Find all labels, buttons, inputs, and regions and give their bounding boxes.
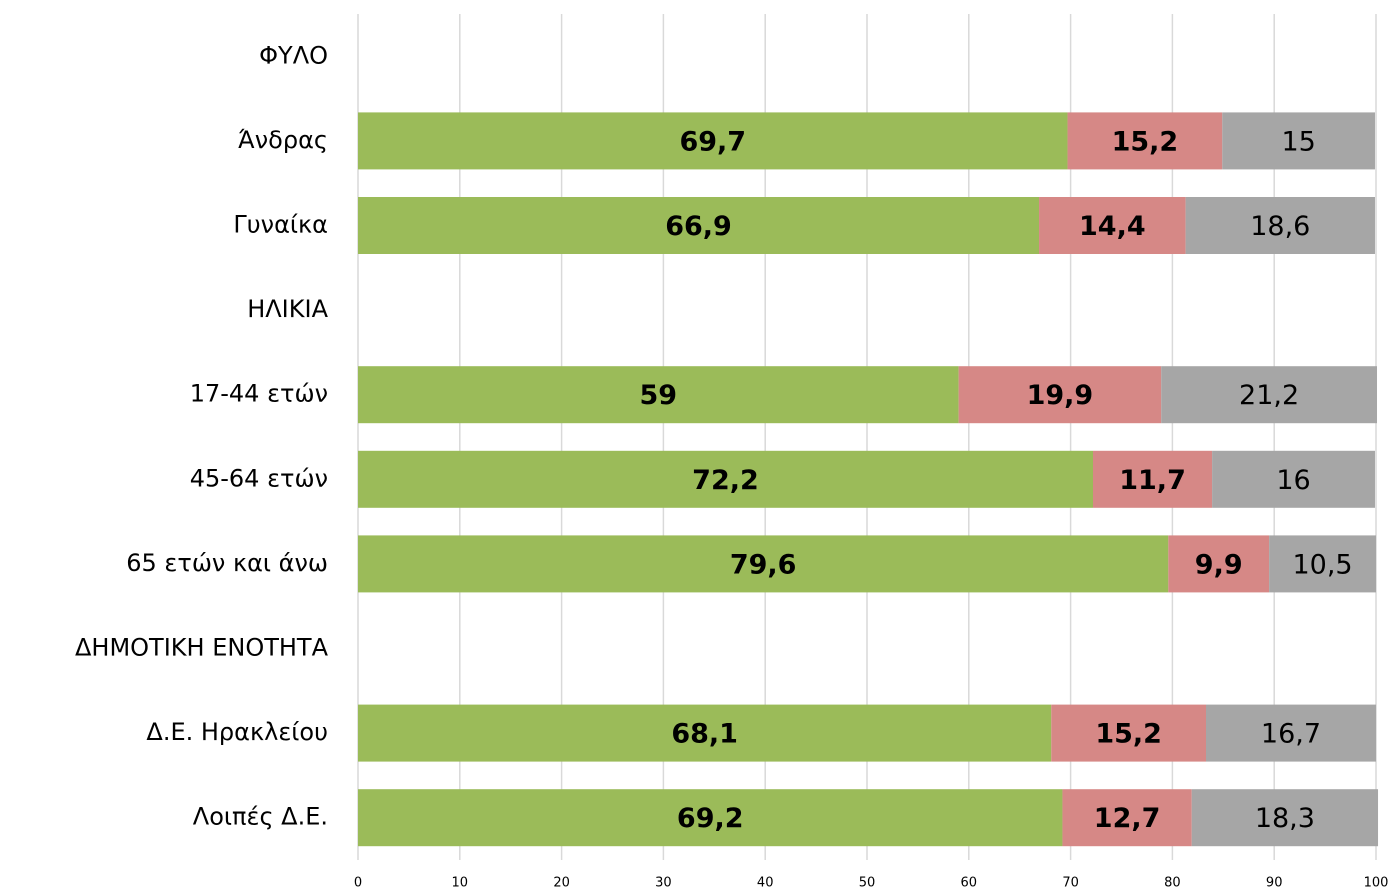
x-tick-label: 20 [553, 876, 570, 891]
data-label: 69,7 [679, 126, 746, 157]
data-label: 11,7 [1119, 465, 1186, 496]
x-tick-label: 60 [961, 876, 978, 891]
bar-segment [1212, 450, 1375, 508]
bar-segment [1062, 789, 1192, 847]
bar-segment [358, 704, 1052, 762]
data-label: 9,9 [1195, 549, 1243, 580]
x-tick-label: 40 [757, 876, 774, 891]
bar-segment [358, 112, 1068, 170]
y-tick-label: Λοιπές Δ.Ε. [193, 803, 328, 831]
data-label: 18,3 [1255, 803, 1315, 834]
x-tick-label: 100 [1364, 876, 1389, 891]
y-tick-label: ΗΛΙΚΙΑ [247, 295, 328, 323]
x-tick-label: 80 [1164, 876, 1181, 891]
bar-segment [358, 535, 1169, 593]
x-tick-label: 50 [859, 876, 876, 891]
data-label: 68,1 [671, 719, 738, 750]
bar-segment [958, 366, 1162, 424]
data-label: 19,9 [1027, 380, 1094, 411]
y-tick-label: 17-44 ετών [190, 380, 328, 408]
y-tick-label: Δ.Ε. Ηρακλείου [146, 718, 328, 746]
data-label: 79,6 [730, 549, 797, 580]
data-label: 15,2 [1112, 126, 1179, 157]
x-tick-label: 10 [452, 876, 469, 891]
data-label: 15 [1281, 126, 1315, 157]
bar-segment [1191, 789, 1379, 847]
x-tick-label: 70 [1062, 876, 1079, 891]
bar-segment [1185, 197, 1375, 254]
data-label: 59 [640, 380, 678, 411]
data-label: 66,9 [665, 211, 732, 242]
bar-segment [1205, 704, 1376, 762]
data-label: 14,4 [1079, 211, 1146, 242]
data-label: 16,7 [1261, 719, 1321, 750]
y-tick-label: Γυναίκα [233, 211, 328, 239]
y-tick-label: 45-64 ετών [190, 464, 328, 492]
data-label: 72,2 [692, 465, 759, 496]
data-label: 69,2 [677, 803, 744, 834]
bar-segment [358, 197, 1040, 254]
y-tick-label: 65 ετών και άνω [126, 549, 328, 577]
bar-segment [358, 789, 1063, 847]
bar-segment [358, 450, 1093, 508]
y-tick-label: ΔΗΜΟΤΙΚΗ ΕΝΟΤΗΤΑ [75, 634, 329, 662]
bar-segment [358, 366, 959, 424]
bar-segment [1222, 112, 1375, 170]
bar-segment [1039, 197, 1186, 254]
bar-segment [1092, 450, 1213, 508]
y-tick-label: ΦΥΛΟ [259, 41, 328, 69]
bar-segment [1067, 112, 1223, 170]
bar-segment [1168, 535, 1270, 593]
data-label: 16 [1276, 465, 1310, 496]
data-label: 12,7 [1094, 803, 1161, 834]
bar-segment [1161, 366, 1378, 424]
data-label: 18,6 [1250, 211, 1310, 242]
bar-segment [1051, 704, 1206, 762]
data-label: 15,2 [1095, 719, 1162, 750]
bar-segment [1269, 535, 1376, 593]
x-tick-label: 0 [354, 876, 362, 891]
x-tick-label: 30 [655, 876, 672, 891]
y-tick-label: Άνδρας [238, 126, 328, 154]
x-tick-label: 90 [1266, 876, 1283, 891]
data-label: 10,5 [1292, 549, 1352, 580]
data-label: 21,2 [1239, 380, 1299, 411]
